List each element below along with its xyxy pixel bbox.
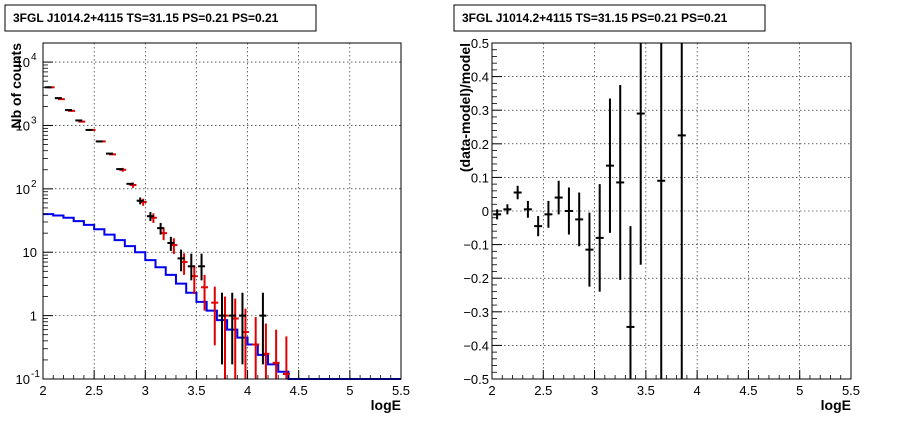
x-tick-label: 4.5: [290, 383, 308, 398]
counts-grid: [43, 43, 401, 379]
x-tick-label: 4: [694, 383, 701, 398]
x-tick-label: 3: [591, 383, 598, 398]
y-tick-label: −0.2: [463, 271, 489, 286]
y-tick-label: 0.4: [471, 70, 489, 85]
x-tick-label: 2: [39, 383, 46, 398]
residual-title: 3FGL J1014.2+4115 TS=31.15 PS=0.21 PS=0.…: [462, 11, 728, 25]
residual-panel: 3FGL J1014.2+4115 TS=31.15 PS=0.21 PS=0.…: [453, 4, 860, 413]
y-tick-label: 0: [482, 204, 489, 219]
x-tick-label: 5.5: [842, 383, 860, 398]
y-tick-label: 10: [16, 372, 30, 387]
x-tick-label: 4: [244, 383, 251, 398]
data-series: [44, 86, 267, 365]
y-tick-exponent: 2: [31, 179, 37, 190]
residual-y-label: (data-model)/model: [457, 43, 473, 172]
residual-axis-ticks: 2 2.5 3 3.5 4 4.5 5 5.5 −0.5 −0.4 −0.3 −0.2 −0.1 0 0.1…: [463, 36, 860, 398]
y-tick-label: 10: [16, 55, 30, 70]
x-tick-label: 3: [142, 383, 149, 398]
x-tick-label: 5: [346, 383, 353, 398]
y-tick-label: 1: [30, 309, 37, 324]
y-tick-label: 0.5: [471, 36, 489, 51]
x-tick-label: 5.5: [392, 383, 410, 398]
x-tick-label: 2.5: [534, 383, 552, 398]
x-tick-label: 3.5: [637, 383, 655, 398]
residual-series: [493, 43, 686, 379]
y-tick-exponent: 4: [31, 52, 37, 63]
y-tick-label: −0.3: [463, 305, 489, 320]
model-series: [47, 86, 290, 379]
y-tick-label: −0.1: [463, 238, 489, 253]
x-tick-label: 2: [488, 383, 495, 398]
residual-x-label: logE: [821, 397, 851, 413]
y-tick-label: 10: [16, 118, 30, 133]
counts-panel: 3FGL J1014.2+4115 TS=31.15 PS=0.21 PS=0.…: [4, 4, 410, 413]
x-tick-label: 2.5: [85, 383, 103, 398]
y-tick-label: −0.5: [463, 372, 489, 387]
y-tick-label: 0.1: [471, 170, 489, 185]
counts-title: 3FGL J1014.2+4115 TS=31.15 PS=0.21 PS=0.…: [13, 11, 279, 25]
y-tick-label: 0.2: [471, 137, 489, 152]
x-tick-label: 4.5: [739, 383, 757, 398]
counts-x-label: logE: [371, 397, 401, 413]
y-tick-label: 10: [23, 245, 37, 260]
y-tick-label: −0.4: [463, 338, 489, 353]
y-tick-exponent: 3: [31, 115, 37, 126]
y-tick-label: 0.3: [471, 103, 489, 118]
x-tick-label: 3.5: [187, 383, 205, 398]
counts-y-label: Nb of counts: [8, 43, 24, 129]
y-tick-label: 10: [16, 182, 30, 197]
residual-grid: [492, 43, 851, 379]
y-tick-exponent: -1: [31, 369, 40, 380]
x-tick-label: 5: [796, 383, 803, 398]
